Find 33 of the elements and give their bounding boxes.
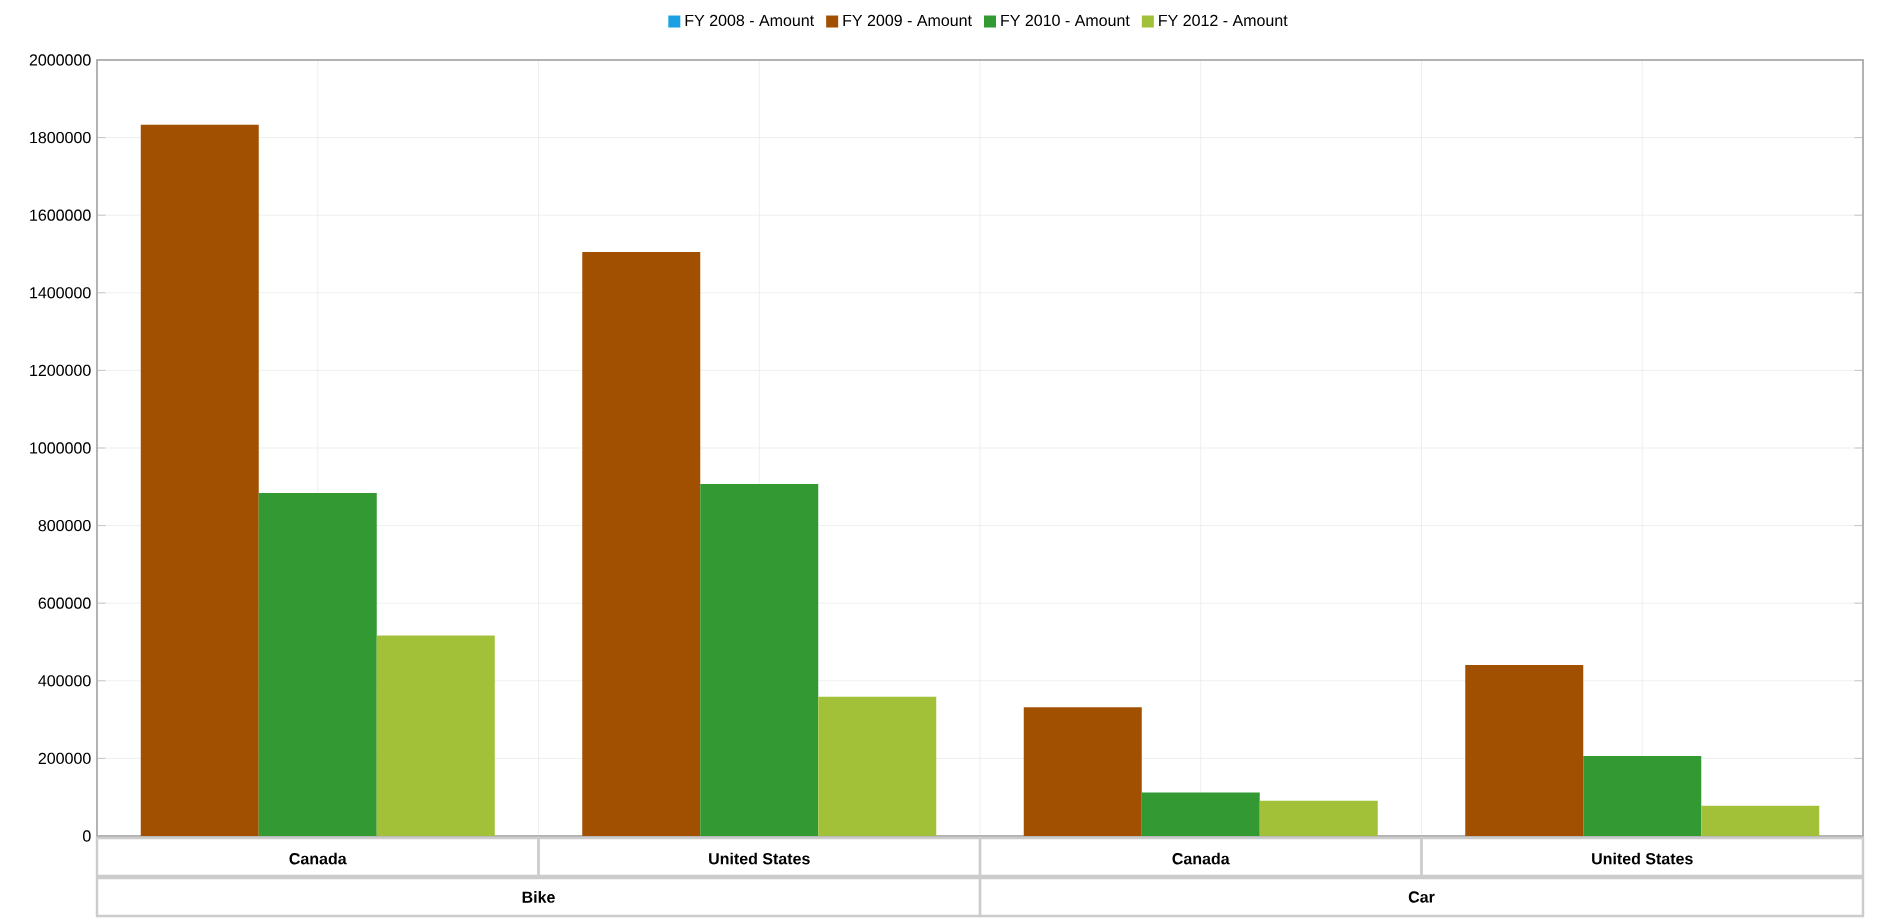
legend-label: FY 2010 - Amount <box>1001 14 1130 27</box>
bar <box>1465 664 1584 836</box>
bar <box>1141 792 1260 836</box>
bar <box>818 696 937 836</box>
bar <box>376 635 495 836</box>
y-tick-label: 0 <box>83 830 91 842</box>
bar <box>1583 756 1702 836</box>
bar <box>140 124 259 836</box>
y-tick-label: 800000 <box>38 519 91 532</box>
bar <box>1701 805 1820 836</box>
x-tick-label: United States <box>1592 852 1693 865</box>
y-tick-label: 2000000 <box>29 54 91 66</box>
y-tick-label: 200000 <box>38 752 91 765</box>
y-tick-label: 400000 <box>38 675 91 687</box>
x-tick-label: Canada <box>1172 852 1230 865</box>
y-tick-label: 1200000 <box>30 364 91 377</box>
bar <box>258 492 377 836</box>
y-tick-label: 1000000 <box>30 442 91 454</box>
text: Car <box>1408 891 1435 903</box>
bar <box>582 252 701 836</box>
y-tick-label: 600000 <box>38 597 91 609</box>
legend-label: FY 2008 - Amount <box>685 14 815 27</box>
bar <box>1023 707 1142 836</box>
y-tick-label: 1400000 <box>30 287 91 299</box>
x-tick-label: Canada <box>289 852 347 865</box>
x-tick-label: United States <box>709 852 810 865</box>
y-tick-label: 1800000 <box>30 131 91 144</box>
bar <box>700 484 819 836</box>
text: Bike <box>522 891 555 903</box>
legend-label: FY 2012 - Amount <box>1159 14 1288 27</box>
y-tick-label: 1600000 <box>30 209 91 221</box>
legend-label: FY 2009 - Amount <box>843 14 972 27</box>
bar <box>1259 800 1378 836</box>
